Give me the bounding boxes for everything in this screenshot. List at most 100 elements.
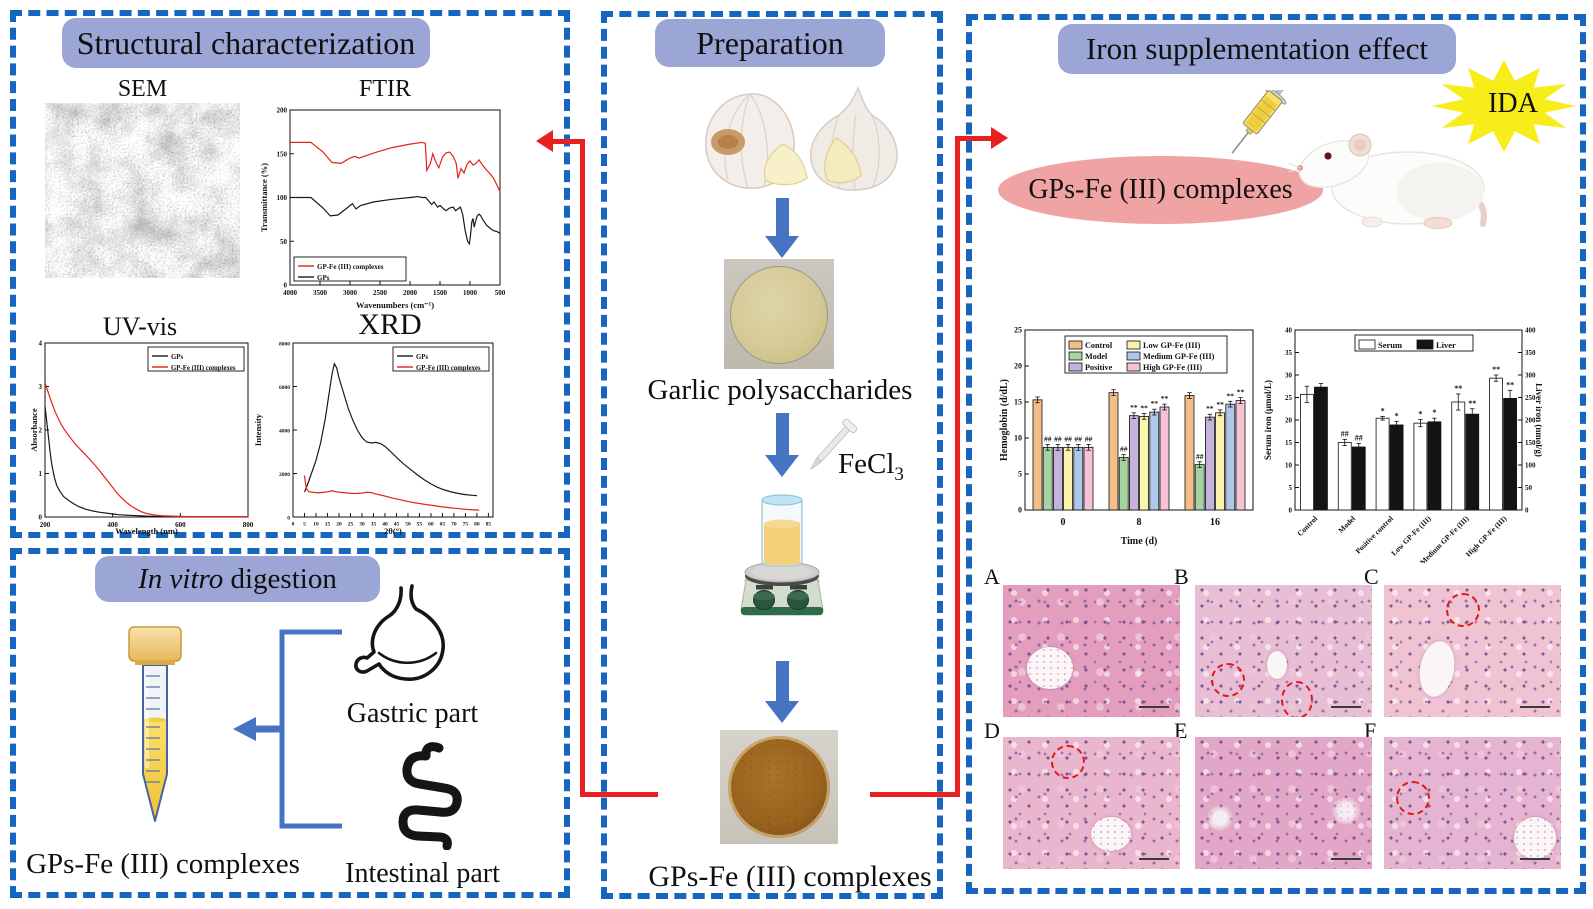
chart-ftir: 0 50 100 150 200 4000 3500 3000 2500 2000 1500 1000… xyxy=(259,107,506,311)
svg-text:**: ** xyxy=(1454,384,1462,393)
invitro-title: In vitro digestion xyxy=(138,562,337,595)
svg-text:4000: 4000 xyxy=(279,429,290,435)
svg-text:##: ## xyxy=(1120,445,1128,454)
invitro-panel-border xyxy=(10,548,570,898)
svg-text:200: 200 xyxy=(277,107,288,115)
structural-header: Structural characterization xyxy=(62,18,430,68)
beaker-stirrer-icon xyxy=(740,494,824,616)
svg-text:25: 25 xyxy=(1285,394,1293,402)
svg-text:Serum: Serum xyxy=(1378,340,1402,350)
liver-section-b xyxy=(1195,585,1372,717)
liver-section-d xyxy=(1003,737,1180,869)
svg-text:GPs: GPs xyxy=(317,274,330,282)
svg-text:600: 600 xyxy=(175,521,186,529)
chart-uv: 0 1 2 3 4 200 400 600 800 Wavelength (nm) Absorban… xyxy=(29,340,254,537)
svg-text:150: 150 xyxy=(277,150,288,158)
histology-letter: A xyxy=(984,564,1000,589)
svg-text:100: 100 xyxy=(277,194,288,202)
svg-text:High GP-Fe (III): High GP-Fe (III) xyxy=(1143,363,1202,372)
garlic-bulbs-image xyxy=(705,85,898,191)
chart-iron: 0510152025303540050100150200250300350400… xyxy=(1263,327,1544,567)
svg-text:1: 1 xyxy=(39,470,43,478)
dose-ellipse: GPs-Fe (III) complexes xyxy=(998,156,1323,224)
svg-text:GP-Fe (III) complexes: GP-Fe (III) complexes xyxy=(416,365,481,372)
histology-letter: D xyxy=(984,718,1000,743)
ftir-title: FTIR xyxy=(358,76,411,102)
histology-letter: B xyxy=(1174,564,1189,589)
svg-text:2000: 2000 xyxy=(279,472,290,478)
histology-letter: C xyxy=(1364,564,1379,589)
intestine-icon xyxy=(398,742,462,850)
svg-text:400: 400 xyxy=(107,521,118,529)
rat-image xyxy=(1288,133,1487,229)
svg-text:Time (d): Time (d) xyxy=(1121,536,1158,547)
liver-section-f xyxy=(1384,737,1561,869)
syringe-icon xyxy=(1231,90,1288,154)
preparation-header: Preparation xyxy=(655,19,885,67)
svg-text:**: ** xyxy=(1227,391,1235,400)
svg-text:35: 35 xyxy=(1285,349,1293,357)
svg-text:8: 8 xyxy=(1137,517,1142,528)
svg-text:2000: 2000 xyxy=(403,289,418,297)
uv-title: UV-vis xyxy=(102,312,178,341)
svg-text:3000: 3000 xyxy=(343,289,358,297)
svg-text:60: 60 xyxy=(428,522,434,528)
histology-letter: F xyxy=(1364,718,1377,743)
svg-text:200: 200 xyxy=(40,521,51,529)
svg-text:3: 3 xyxy=(39,383,43,391)
svg-text:**: ** xyxy=(1140,404,1148,413)
svg-text:50: 50 xyxy=(280,238,288,246)
svg-text:*: * xyxy=(1432,408,1436,417)
svg-text:30: 30 xyxy=(359,522,365,528)
svg-text:20: 20 xyxy=(1014,362,1022,371)
liver-section-c xyxy=(1384,585,1561,717)
svg-text:Liver iron (nmol/g): Liver iron (nmol/g) xyxy=(1534,383,1542,457)
down-arrow-icon xyxy=(765,413,799,477)
svg-text:5: 5 xyxy=(303,522,306,528)
svg-text:150: 150 xyxy=(1525,439,1536,447)
svg-text:200: 200 xyxy=(1525,417,1536,425)
svg-text:0: 0 xyxy=(39,514,43,522)
svg-text:0: 0 xyxy=(284,282,288,290)
connector-left-top xyxy=(551,139,583,144)
xrd-title: XRD xyxy=(358,308,422,341)
svg-text:##: ## xyxy=(1075,434,1083,443)
svg-text:Wavenumbers (cm⁻¹): Wavenumbers (cm⁻¹) xyxy=(356,300,434,310)
svg-text:300: 300 xyxy=(1525,372,1536,380)
svg-text:Transmittance (%): Transmittance (%) xyxy=(259,163,269,232)
ftir-chart: 0 50 100 150 200 4000 3500 3000 2500 2000 1500 1000… xyxy=(258,96,510,317)
svg-text:16: 16 xyxy=(1210,517,1220,528)
connector-right-top xyxy=(958,136,992,141)
svg-text:**: ** xyxy=(1506,380,1514,389)
svg-text:4000: 4000 xyxy=(283,289,298,297)
sem-title: SEM xyxy=(117,76,168,102)
svg-text:Wavelength (nm): Wavelength (nm) xyxy=(115,526,178,536)
svg-text:**: ** xyxy=(1130,403,1138,412)
uv-vis-chart: 0 1 2 3 4 200 400 600 800 Wavelength (nm) Absorban… xyxy=(28,336,260,543)
svg-text:55: 55 xyxy=(417,522,423,528)
xrd-chart: 0 2000 4000 6000 8000 0 5 10 15 20 25 30 35 40 45 50 55 6… xyxy=(252,336,502,543)
svg-text:3500: 3500 xyxy=(313,289,328,297)
svg-text:100: 100 xyxy=(1525,462,1536,470)
svg-text:8000: 8000 xyxy=(279,342,290,348)
right-arrowhead-icon xyxy=(991,127,1008,149)
stomach-icon xyxy=(354,584,445,681)
intestinal-label: Intestinal part xyxy=(345,858,500,889)
invitro-header: In vitro digestion xyxy=(95,556,380,602)
svg-text:1500: 1500 xyxy=(433,289,448,297)
svg-text:2500: 2500 xyxy=(373,289,388,297)
liver-section-e xyxy=(1195,737,1372,869)
svg-text:50: 50 xyxy=(405,522,411,528)
svg-text:10: 10 xyxy=(1014,434,1022,443)
svg-text:0: 0 xyxy=(1525,507,1529,515)
gps-fe-powder-image xyxy=(720,730,838,844)
ida-starburst-icon xyxy=(1432,60,1576,152)
svg-text:Hemoglobin (d/dL): Hemoglobin (d/dL) xyxy=(999,379,1010,461)
down-arrow-icon xyxy=(765,661,799,723)
svg-text:GPs: GPs xyxy=(416,354,428,361)
svg-text:##: ## xyxy=(1064,434,1072,443)
svg-text:85: 85 xyxy=(486,522,492,528)
svg-text:0: 0 xyxy=(287,516,290,522)
svg-text:Positive control: Positive control xyxy=(1354,514,1395,555)
